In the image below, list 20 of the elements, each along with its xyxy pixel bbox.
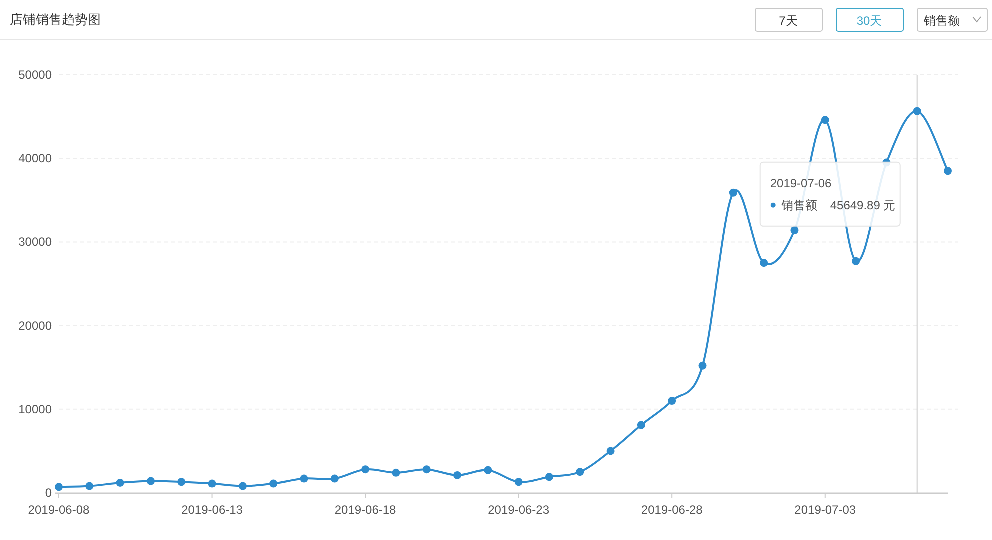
y-tick-label: 0 <box>45 486 52 500</box>
y-tick-label: 50000 <box>18 68 52 82</box>
header: 店铺销售趋势图 7天 30天 销售额 <box>0 8 992 40</box>
y-tick-label: 10000 <box>18 402 52 416</box>
x-tick-label: 2019-06-23 <box>488 503 550 517</box>
legend-label: 销售额 <box>780 198 818 212</box>
chart-title: 店铺销售趋势图 <box>10 12 101 27</box>
y-tick-label: 20000 <box>18 318 52 333</box>
y-tick-label: 40000 <box>18 152 52 166</box>
button: 30天 <box>836 8 904 32</box>
x-tick-label: 2019-07-03 <box>794 503 856 517</box>
annotation: 2019-07-06 <box>770 176 832 190</box>
annotation: 45649.89 元 <box>830 198 896 212</box>
x-tick-label: 2019-06-13 <box>182 503 244 517</box>
x-tick-label: 2019-06-08 <box>28 503 90 517</box>
button: 7天 <box>755 8 823 32</box>
dropdown: 销售额 <box>917 8 988 32</box>
x-tick-label: 2019-06-28 <box>641 503 704 517</box>
x-tick-label: 2019-06-18 <box>334 503 397 517</box>
y-tick-label: 30000 <box>18 235 52 250</box>
